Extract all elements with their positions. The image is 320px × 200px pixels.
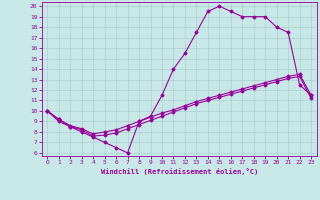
X-axis label: Windchill (Refroidissement éolien,°C): Windchill (Refroidissement éolien,°C) bbox=[100, 168, 258, 175]
